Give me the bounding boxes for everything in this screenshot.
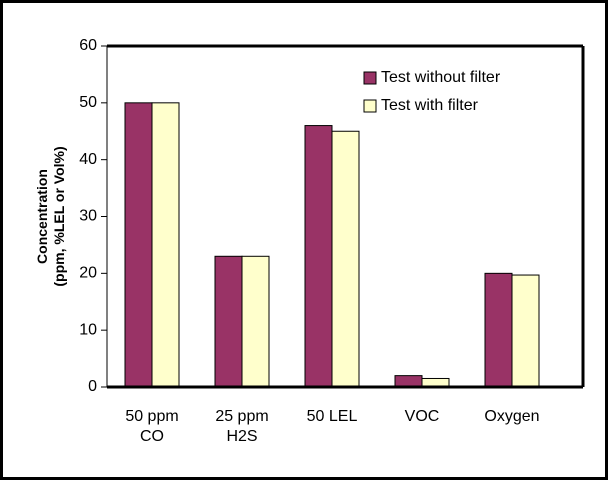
bar <box>241 255 270 388</box>
bar <box>511 274 540 388</box>
y-tick-label: 40 <box>79 151 97 168</box>
legend-label: Test with filter <box>381 97 479 114</box>
legend-swatch <box>363 71 377 85</box>
x-tick-label: 50 LEL <box>306 408 358 425</box>
y-tick-label: 60 <box>79 37 97 54</box>
y-tick-label: 20 <box>79 265 97 282</box>
legend-label: Test without filter <box>381 69 501 86</box>
y-tick-label: 0 <box>88 378 97 395</box>
y-axis-title-line: (ppm, %LEL or Vol%) <box>51 146 67 286</box>
x-tick-label: 25 ppm H2S <box>215 408 269 445</box>
bar <box>124 102 153 388</box>
y-tick-label: 10 <box>79 321 97 338</box>
bar <box>304 125 333 388</box>
bar <box>394 375 423 388</box>
y-tick-label: 50 <box>79 94 97 111</box>
y-tick-label: 30 <box>79 208 97 225</box>
legend-swatch <box>363 99 377 113</box>
bar <box>331 130 360 388</box>
x-tick-label: Oxygen <box>484 408 540 425</box>
y-axis-title-line: Concentration <box>34 169 50 264</box>
x-tick-label: 50 ppm CO <box>125 408 179 445</box>
bar <box>151 102 180 388</box>
bar <box>214 255 243 388</box>
x-tick-label: VOC <box>404 408 440 425</box>
y-axis-title: Concentration (ppm, %LEL or Vol%) <box>34 146 67 286</box>
bar <box>484 272 513 388</box>
